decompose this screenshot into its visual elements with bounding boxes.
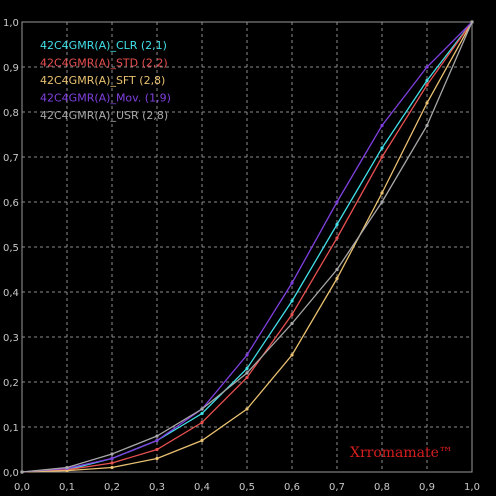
data-point: [245, 353, 249, 357]
y-tick-label: 0,7: [3, 153, 19, 164]
data-point: [155, 434, 159, 438]
x-tick-label: 0,7: [329, 482, 345, 493]
legend: 42C4GMR(A)_CLR (2,1) 42C4GMR(A)_STD (2,2)…: [40, 39, 171, 122]
data-point: [65, 465, 69, 470]
y-tick-label: 0,9: [3, 63, 19, 74]
series-5: [20, 20, 474, 474]
y-tick-label: 1,0: [3, 18, 19, 29]
y-tick-label: 0,3: [3, 333, 19, 344]
x-tick-label: 0,9: [419, 482, 435, 493]
y-tick-label: 0,1: [3, 423, 19, 434]
data-point: [110, 456, 114, 461]
data-point: [20, 470, 24, 474]
data-point: [470, 20, 474, 24]
data-point: [200, 411, 204, 416]
data-point: [335, 276, 339, 281]
x-tick-label: 0,0: [14, 482, 30, 493]
x-tick-label: 0,3: [149, 482, 165, 493]
data-point: [200, 420, 204, 425]
data-point: [245, 407, 249, 411]
legend-entry: 42C4GMR(A)_USR (2,8): [40, 109, 168, 122]
x-tick-label: 0,2: [104, 482, 120, 493]
x-tick-label: 0,8: [374, 482, 390, 493]
data-point: [155, 456, 159, 461]
data-point: [425, 123, 429, 128]
x-tick-label: 0,5: [239, 482, 255, 493]
data-point: [380, 155, 384, 159]
data-point: [155, 438, 159, 443]
y-tick-label: 0,2: [3, 378, 19, 389]
legend-entry: 42C4GMR(A)_STD (2,2): [40, 57, 168, 70]
data-point: [380, 191, 384, 195]
data-point: [200, 407, 204, 411]
data-point: [380, 123, 384, 128]
data-point: [380, 146, 384, 150]
legend-entry: 42C4GMR(A)_SFT (2,8): [40, 74, 165, 87]
y-tick-label: 0,6: [3, 198, 19, 209]
grid: [22, 22, 472, 472]
series-4: [20, 20, 474, 474]
y-tick-label: 0,5: [3, 243, 19, 254]
data-point: [155, 447, 159, 452]
data-point: [110, 461, 114, 465]
data-point: [290, 281, 294, 285]
data-point: [425, 101, 429, 105]
x-tick-label: 0,1: [59, 482, 75, 493]
y-tick-label: 0,0: [3, 468, 19, 479]
data-point: [425, 65, 429, 69]
data-point: [290, 299, 294, 303]
data-point: [335, 236, 339, 240]
x-axis-ticks: 0,0 0,1 0,2 0,3 0,4 0,5 0,6 0,7 0,8 0,9 1,0: [14, 482, 480, 493]
x-tick-label: 0,6: [284, 482, 300, 493]
data-point: [200, 438, 204, 443]
data-point: [110, 465, 114, 470]
y-tick-label: 0,8: [3, 108, 19, 119]
plot-frame: [21, 21, 473, 473]
data-point: [65, 469, 69, 473]
x-tick-label: 1,0: [464, 482, 480, 493]
legend-entry: 42C4GMR(A)_Mov. (1,9): [40, 92, 171, 105]
data-point: [380, 200, 384, 204]
legend-entry: 42C4GMR(A)_CLR (2,1): [40, 39, 167, 52]
data-point: [290, 321, 294, 326]
data-point: [425, 78, 429, 83]
y-tick-label: 0,4: [3, 288, 19, 299]
data-point: [245, 366, 249, 371]
y-axis-ticks: 0,0 0,1 0,2 0,3 0,4 0,5 0,6 0,7 0,8 0,9 1,0: [3, 18, 19, 479]
x-tick-label: 0,4: [194, 482, 210, 493]
data-point: [335, 222, 339, 227]
data-point: [245, 371, 249, 375]
series-lines: [20, 20, 474, 474]
data-point: [245, 375, 249, 380]
data-point: [110, 452, 114, 456]
data-point: [335, 200, 339, 204]
data-point: [290, 353, 294, 357]
data-point: [290, 312, 294, 317]
watermark-text: Xrromamate™: [350, 445, 453, 461]
data-point: [335, 267, 339, 272]
data-point: [425, 83, 429, 87]
